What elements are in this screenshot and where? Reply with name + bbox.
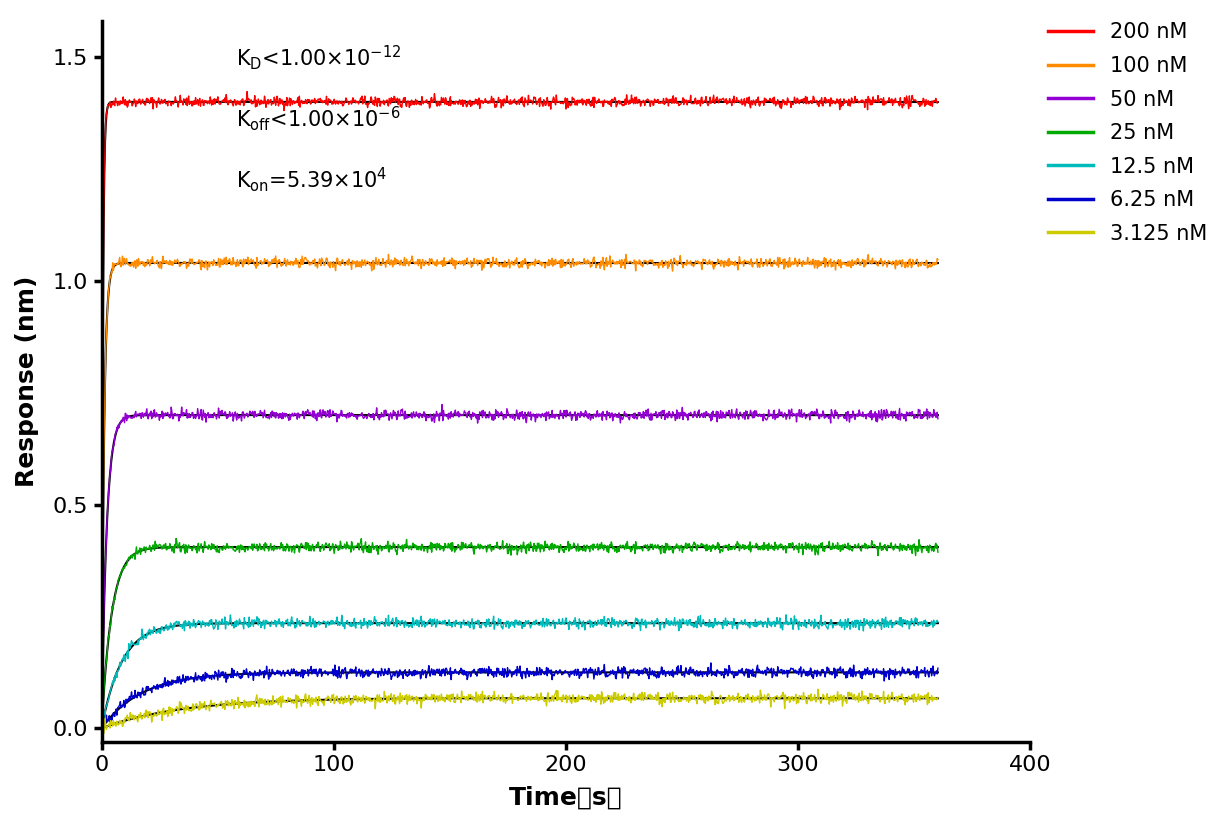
100 nM <box>931 254 945 264</box>
50 nM <box>587 409 602 419</box>
200 nM <box>463 95 478 105</box>
100 nM <box>387 260 401 270</box>
Line: 3.125 nM: 3.125 nM <box>102 689 938 733</box>
12.5 nM <box>931 617 945 627</box>
50 nM <box>463 412 478 422</box>
25 nM <box>362 548 377 558</box>
6.25 nM <box>362 672 377 681</box>
12.5 nM <box>463 623 478 633</box>
6.25 nM <box>931 663 945 673</box>
3.125 nM <box>587 693 602 703</box>
3.125 nM <box>931 692 945 702</box>
3.125 nM <box>387 690 401 700</box>
Y-axis label: Response (nm): Response (nm) <box>15 276 39 488</box>
6.25 nM <box>703 658 718 667</box>
100 nM <box>785 257 800 266</box>
25 nM <box>611 542 625 552</box>
100 nM <box>382 249 396 259</box>
100 nM <box>611 259 625 269</box>
6.25 nM <box>95 726 110 736</box>
3.125 nM <box>362 696 377 706</box>
50 nM <box>387 406 401 416</box>
12.5 nM <box>587 620 602 629</box>
200 nM <box>387 92 401 101</box>
3.125 nM <box>96 728 111 738</box>
Line: 50 nM: 50 nM <box>102 404 938 732</box>
Line: 200 nM: 200 nM <box>102 92 938 727</box>
12.5 nM <box>362 619 377 629</box>
25 nM <box>785 538 800 548</box>
Text: K$_\mathregular{off}$<1.00×10$^{-6}$: K$_\mathregular{off}$<1.00×10$^{-6}$ <box>236 104 401 133</box>
25 nM <box>95 724 110 734</box>
25 nM <box>387 540 401 550</box>
Line: 100 nM: 100 nM <box>102 254 938 727</box>
100 nM <box>463 259 478 269</box>
200 nM <box>240 87 255 97</box>
Legend: 200 nM, 100 nM, 50 nM, 25 nM, 12.5 nM, 6.25 nM, 3.125 nM: 200 nM, 100 nM, 50 nM, 25 nM, 12.5 nM, 6… <box>1039 14 1216 252</box>
50 nM <box>785 411 800 421</box>
Line: 6.25 nM: 6.25 nM <box>102 662 938 731</box>
25 nM <box>169 534 183 544</box>
3.125 nM <box>611 695 625 705</box>
200 nM <box>587 92 602 102</box>
Text: K$_\mathregular{D}$<1.00×10$^{-12}$: K$_\mathregular{D}$<1.00×10$^{-12}$ <box>236 43 401 72</box>
X-axis label: Time（s）: Time（s） <box>508 786 623 810</box>
100 nM <box>95 722 110 732</box>
6.25 nM <box>785 664 800 674</box>
200 nM <box>931 97 945 106</box>
50 nM <box>611 411 625 421</box>
12.5 nM <box>611 619 625 629</box>
50 nM <box>435 399 449 409</box>
6.25 nM <box>586 674 601 684</box>
12.5 nM <box>387 621 401 631</box>
Line: 25 nM: 25 nM <box>102 539 938 729</box>
3.125 nM <box>95 726 110 736</box>
50 nM <box>931 414 945 424</box>
6.25 nM <box>462 667 476 677</box>
200 nM <box>611 99 625 109</box>
12.5 nM <box>785 625 800 634</box>
50 nM <box>95 727 110 737</box>
100 nM <box>362 259 377 269</box>
100 nM <box>587 257 602 266</box>
12.5 nM <box>779 610 794 620</box>
50 nM <box>362 408 377 418</box>
Text: K$_\mathregular{on}$=5.39×10$^{4}$: K$_\mathregular{on}$=5.39×10$^{4}$ <box>236 166 388 194</box>
6.25 nM <box>387 667 401 677</box>
3.125 nM <box>463 691 478 701</box>
200 nM <box>785 99 800 109</box>
3.125 nM <box>811 684 826 694</box>
Line: 12.5 nM: 12.5 nM <box>102 615 938 727</box>
6.25 nM <box>609 667 624 676</box>
200 nM <box>362 97 377 106</box>
3.125 nM <box>785 691 800 701</box>
200 nM <box>95 722 110 732</box>
12.5 nM <box>95 722 110 732</box>
25 nM <box>931 547 945 557</box>
25 nM <box>587 542 602 552</box>
25 nM <box>463 542 478 552</box>
12.5 nM <box>95 722 110 732</box>
